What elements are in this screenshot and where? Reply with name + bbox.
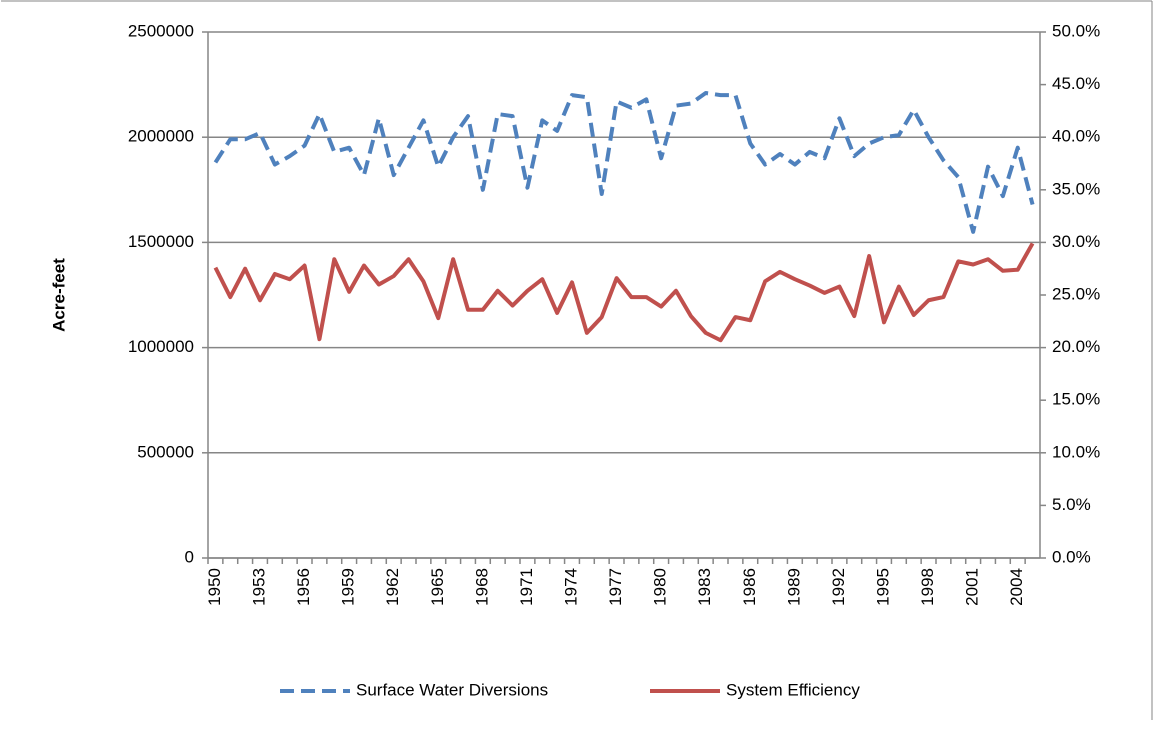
x-tick-label: 1977 — [606, 568, 625, 606]
x-tick-label: 1998 — [918, 568, 937, 606]
y-tick-label: 1000000 — [128, 337, 194, 356]
x-tick-label: 1974 — [561, 568, 580, 606]
x-tick-label: 1959 — [339, 568, 358, 606]
y2-tick-label: 20.0% — [1052, 337, 1100, 356]
x-tick-label: 1965 — [428, 568, 447, 606]
y2-tick-label: 30.0% — [1052, 232, 1100, 251]
x-tick-label: 1995 — [873, 568, 892, 606]
x-tick-label: 1956 — [294, 568, 313, 606]
y-axis-label: Acre-feet — [49, 258, 68, 332]
legend-label: System Efficiency — [726, 680, 860, 699]
y2-tick-label: 50.0% — [1052, 21, 1100, 40]
y2-tick-label: 35.0% — [1052, 179, 1100, 198]
y2-tick-label: 45.0% — [1052, 74, 1100, 93]
x-tick-label: 1968 — [472, 568, 491, 606]
y2-tick-label: 10.0% — [1052, 442, 1100, 461]
y-tick-label: 0 — [185, 547, 194, 566]
x-tick-label: 2004 — [1007, 568, 1026, 606]
x-tick-label: 1971 — [517, 568, 536, 606]
x-tick-label: 1989 — [784, 568, 803, 606]
y-tick-label: 500000 — [137, 442, 194, 461]
y2-tick-label: 25.0% — [1052, 284, 1100, 303]
y2-tick-label: 15.0% — [1052, 390, 1100, 409]
y-tick-label: 2500000 — [128, 21, 194, 40]
series-line — [213, 91, 1035, 234]
x-tick-label: 1980 — [651, 568, 670, 606]
x-tick-label: 1986 — [740, 568, 759, 606]
x-tick-label: 1953 — [249, 568, 268, 606]
x-tick-label: 1983 — [695, 568, 714, 606]
series-line — [213, 242, 1035, 343]
y2-tick-label: 5.0% — [1052, 495, 1091, 514]
x-tick-label: 1950 — [205, 568, 224, 606]
y-tick-label: 1500000 — [128, 232, 194, 251]
x-tick-label: 1962 — [383, 568, 402, 606]
legend-label: Surface Water Diversions — [356, 680, 548, 699]
x-tick-label: 1992 — [829, 568, 848, 606]
x-tick-label: 2001 — [963, 568, 982, 606]
y2-tick-label: 0.0% — [1052, 547, 1091, 566]
y2-tick-label: 40.0% — [1052, 127, 1100, 146]
y-tick-label: 2000000 — [128, 127, 194, 146]
